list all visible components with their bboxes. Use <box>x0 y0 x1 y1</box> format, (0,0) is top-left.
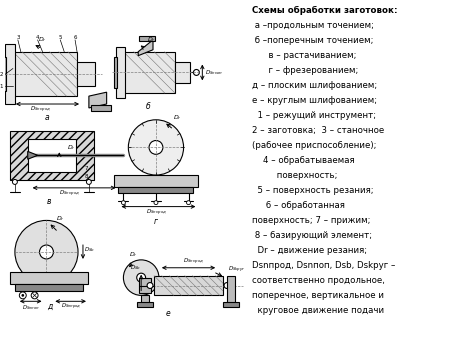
Bar <box>227 275 235 303</box>
Text: 2: 2 <box>0 72 3 77</box>
Circle shape <box>15 220 78 284</box>
Text: а –продольным точением;: а –продольным точением; <box>252 21 374 30</box>
Bar <box>137 302 153 307</box>
Bar <box>10 272 88 284</box>
Bar <box>15 284 83 291</box>
Bar <box>77 61 95 86</box>
Text: $D_{Snпрод}$: $D_{Snпрод}$ <box>61 302 81 312</box>
Text: $D_{Snпрод}$: $D_{Snпрод}$ <box>30 105 51 115</box>
Circle shape <box>39 245 54 259</box>
Bar <box>223 302 239 307</box>
Text: $D_{Sb}$: $D_{Sb}$ <box>84 246 95 255</box>
Text: $D_{Snпоп}$: $D_{Snпоп}$ <box>22 303 39 312</box>
Text: 1: 1 <box>0 84 3 89</box>
Text: $D_{Skруг}$: $D_{Skруг}$ <box>228 264 246 275</box>
Circle shape <box>12 180 18 184</box>
Text: 7: 7 <box>84 166 88 171</box>
Text: е: е <box>165 308 170 318</box>
Text: $D_r$: $D_r$ <box>67 143 75 152</box>
Text: $D_r$: $D_r$ <box>38 36 47 44</box>
Circle shape <box>187 201 191 204</box>
Circle shape <box>123 260 159 295</box>
Text: а: а <box>45 113 50 122</box>
Text: 4 – обрабатываемая: 4 – обрабатываемая <box>252 156 354 165</box>
Text: г: г <box>154 217 158 226</box>
Text: $D_{Snпрод}$: $D_{Snпрод}$ <box>146 207 166 218</box>
Text: поверхность; 7 – прижим;: поверхность; 7 – прижим; <box>252 216 370 225</box>
Circle shape <box>149 141 163 154</box>
Circle shape <box>128 120 183 175</box>
Text: $D_r$: $D_r$ <box>129 251 137 260</box>
Text: $D_r$: $D_r$ <box>146 36 155 44</box>
Text: е – круглым шлифованием;: е – круглым шлифованием; <box>252 96 377 105</box>
Text: в: в <box>47 197 52 206</box>
Bar <box>5 44 15 104</box>
Bar <box>118 187 193 193</box>
Bar <box>116 47 126 98</box>
Polygon shape <box>89 92 107 108</box>
Bar <box>139 36 155 41</box>
Bar <box>91 105 110 111</box>
Text: круговое движение подачи: круговое движение подачи <box>252 306 384 315</box>
Bar <box>139 278 151 294</box>
Text: 8: 8 <box>84 174 88 179</box>
Text: г – фрезерованием;: г – фрезерованием; <box>252 66 358 75</box>
Text: поверхность;: поверхность; <box>252 171 337 180</box>
Circle shape <box>147 283 153 289</box>
Text: поперечное, вертикальное и: поперечное, вертикальное и <box>252 291 383 300</box>
Circle shape <box>22 295 24 296</box>
Bar <box>13 52 77 96</box>
Text: $D_r$: $D_r$ <box>56 214 64 223</box>
Text: Dr – движение резания;: Dr – движение резания; <box>252 246 367 255</box>
Text: $D_{Snпоп}$: $D_{Snпоп}$ <box>205 68 223 77</box>
Text: (рабочее приспособление);: (рабочее приспособление); <box>252 141 376 150</box>
Text: б: б <box>146 103 150 111</box>
Text: $D_r$: $D_r$ <box>173 113 182 122</box>
Text: соответственно продольное,: соответственно продольное, <box>252 276 384 285</box>
Polygon shape <box>138 40 153 56</box>
Bar <box>27 138 76 172</box>
Polygon shape <box>27 151 37 159</box>
Bar <box>154 275 223 295</box>
Text: $D_{Snпрод}$: $D_{Snпрод}$ <box>59 189 80 199</box>
Circle shape <box>19 292 26 299</box>
Text: 5: 5 <box>58 36 62 40</box>
Circle shape <box>121 201 126 204</box>
Circle shape <box>154 201 158 204</box>
Text: в – растачиванием;: в – растачиванием; <box>252 51 356 60</box>
Text: 1 – режущий инструмент;: 1 – режущий инструмент; <box>252 111 376 120</box>
Bar <box>114 57 117 88</box>
Text: 2 – заготовка;  3 – станочное: 2 – заготовка; 3 – станочное <box>252 126 384 135</box>
Circle shape <box>193 70 200 75</box>
Text: 6: 6 <box>73 36 77 40</box>
Text: б –поперечным точением;: б –поперечным точением; <box>252 36 373 45</box>
Circle shape <box>137 273 146 282</box>
Bar <box>141 295 149 303</box>
Text: 5 – поверхность резания;: 5 – поверхность резания; <box>252 186 373 195</box>
Text: д – плоским шлифованием;: д – плоским шлифованием; <box>252 81 377 90</box>
Text: 6 – обработанная: 6 – обработанная <box>252 201 345 210</box>
Text: 8 – базирующий элемент;: 8 – базирующий элемент; <box>252 231 372 240</box>
Bar <box>123 52 175 93</box>
Text: д: д <box>47 302 52 311</box>
Circle shape <box>224 283 230 289</box>
Text: Dsnпрод, Dsnпоп, Dsb, Dskруг –: Dsnпрод, Dsnпоп, Dsb, Dskруг – <box>252 261 395 270</box>
Circle shape <box>31 292 38 299</box>
Text: 4: 4 <box>36 36 39 40</box>
Circle shape <box>86 180 91 184</box>
Text: $D_{Sb}$: $D_{Sb}$ <box>130 263 141 272</box>
Bar <box>10 131 94 180</box>
Bar <box>175 61 190 83</box>
Text: $D_{Snпрод}$: $D_{Snпрод}$ <box>183 257 204 267</box>
Bar <box>3 57 6 91</box>
Text: 3: 3 <box>16 36 19 40</box>
Bar <box>114 175 199 187</box>
Text: Схемы обработки заготовок:: Схемы обработки заготовок: <box>252 6 397 15</box>
